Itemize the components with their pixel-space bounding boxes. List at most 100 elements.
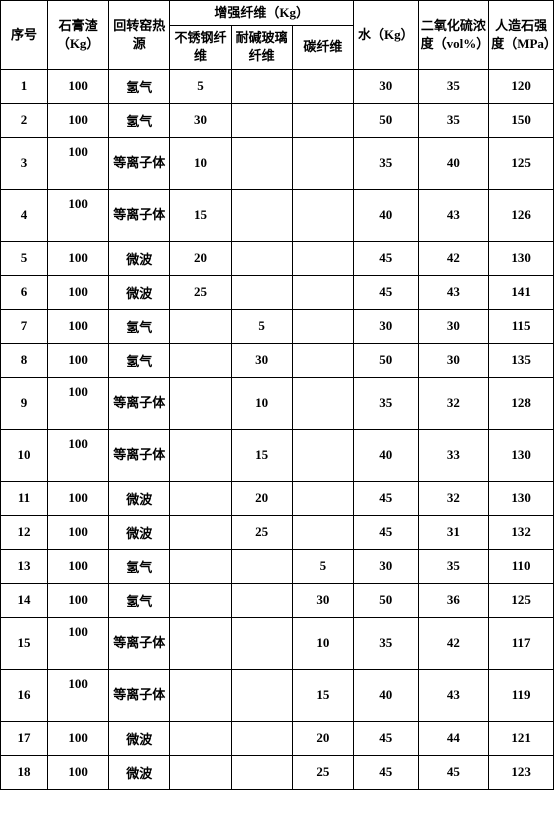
cell-so2: 44 [418,721,489,755]
cell-heat: 氢气 [109,343,170,377]
cell-strength: 117 [489,617,554,669]
table-row: 14100氢气305036125 [1,583,554,617]
cell-heat: 微波 [109,241,170,275]
table-row: 10100等离子体154033130 [1,429,554,481]
table-row: 8100氢气305030135 [1,343,554,377]
cell-gypsum: 100 [48,549,109,583]
cell-so2: 42 [418,241,489,275]
cell-water: 45 [353,755,418,789]
cell-fiber-stainless [170,429,231,481]
cell-seq: 17 [1,721,48,755]
cell-fiber-glass: 15 [231,429,292,481]
cell-strength: 121 [489,721,554,755]
cell-heat: 等离子体 [109,189,170,241]
cell-so2: 36 [418,583,489,617]
cell-gypsum: 100 [48,583,109,617]
cell-heat: 氢气 [109,69,170,103]
table-row: 13100氢气53035110 [1,549,554,583]
cell-fiber-carbon [292,515,353,549]
cell-strength: 123 [489,755,554,789]
cell-so2: 30 [418,343,489,377]
cell-heat: 氢气 [109,309,170,343]
header-fiber-carbon: 碳纤维 [292,26,353,69]
table-row: 12100微波254531132 [1,515,554,549]
cell-fiber-stainless [170,549,231,583]
cell-fiber-stainless [170,481,231,515]
cell-seq: 15 [1,617,48,669]
cell-fiber-carbon: 5 [292,549,353,583]
cell-gypsum: 100 [48,617,109,669]
cell-fiber-carbon [292,275,353,309]
cell-gypsum: 100 [48,189,109,241]
cell-fiber-stainless: 10 [170,137,231,189]
cell-heat: 氢气 [109,549,170,583]
cell-gypsum: 100 [48,515,109,549]
cell-water: 45 [353,275,418,309]
cell-fiber-carbon [292,189,353,241]
cell-fiber-carbon [292,241,353,275]
header-fiber-stainless: 不锈钢纤维 [170,26,231,69]
cell-strength: 141 [489,275,554,309]
cell-seq: 6 [1,275,48,309]
header-gypsum: 石膏渣（Kg） [48,1,109,70]
cell-fiber-stainless: 5 [170,69,231,103]
cell-heat: 微波 [109,755,170,789]
cell-strength: 135 [489,343,554,377]
cell-seq: 9 [1,377,48,429]
cell-fiber-stainless: 20 [170,241,231,275]
cell-water: 40 [353,669,418,721]
cell-seq: 2 [1,103,48,137]
cell-heat: 等离子体 [109,669,170,721]
cell-fiber-glass: 30 [231,343,292,377]
cell-so2: 43 [418,669,489,721]
cell-seq: 13 [1,549,48,583]
table-row: 18100微波254545123 [1,755,554,789]
cell-gypsum: 100 [48,669,109,721]
cell-fiber-carbon [292,69,353,103]
cell-seq: 4 [1,189,48,241]
cell-fiber-glass [231,103,292,137]
cell-fiber-glass [231,189,292,241]
cell-seq: 8 [1,343,48,377]
cell-strength: 125 [489,583,554,617]
cell-strength: 115 [489,309,554,343]
table-header: 序号 石膏渣（Kg） 回转窑热源 增强纤维（Kg） 水（Kg） 二氧化硫浓度（v… [1,1,554,70]
table-row: 15100等离子体103542117 [1,617,554,669]
cell-heat: 微波 [109,275,170,309]
cell-seq: 5 [1,241,48,275]
cell-fiber-stainless [170,515,231,549]
cell-gypsum: 100 [48,377,109,429]
cell-water: 50 [353,583,418,617]
cell-water: 35 [353,617,418,669]
table-row: 17100微波204544121 [1,721,554,755]
header-strength: 人造石强度（MPa） [489,1,554,70]
cell-fiber-stainless: 15 [170,189,231,241]
table-row: 1100氢气53035120 [1,69,554,103]
cell-so2: 42 [418,617,489,669]
table-row: 11100微波204532130 [1,481,554,515]
cell-strength: 130 [489,241,554,275]
cell-seq: 10 [1,429,48,481]
cell-seq: 12 [1,515,48,549]
cell-fiber-carbon: 25 [292,755,353,789]
header-fiber-group: 增强纤维（Kg） [170,1,354,26]
cell-strength: 110 [489,549,554,583]
cell-gypsum: 100 [48,755,109,789]
cell-fiber-carbon: 30 [292,583,353,617]
cell-fiber-carbon [292,137,353,189]
cell-fiber-glass: 20 [231,481,292,515]
cell-so2: 43 [418,189,489,241]
cell-seq: 14 [1,583,48,617]
cell-fiber-carbon: 20 [292,721,353,755]
cell-fiber-carbon [292,309,353,343]
table-row: 6100微波254543141 [1,275,554,309]
cell-water: 45 [353,241,418,275]
cell-fiber-carbon [292,377,353,429]
cell-fiber-stainless [170,617,231,669]
cell-strength: 126 [489,189,554,241]
table-row: 7100氢气53030115 [1,309,554,343]
cell-water: 40 [353,429,418,481]
cell-so2: 31 [418,515,489,549]
table-row: 9100等离子体103532128 [1,377,554,429]
cell-fiber-glass: 5 [231,309,292,343]
